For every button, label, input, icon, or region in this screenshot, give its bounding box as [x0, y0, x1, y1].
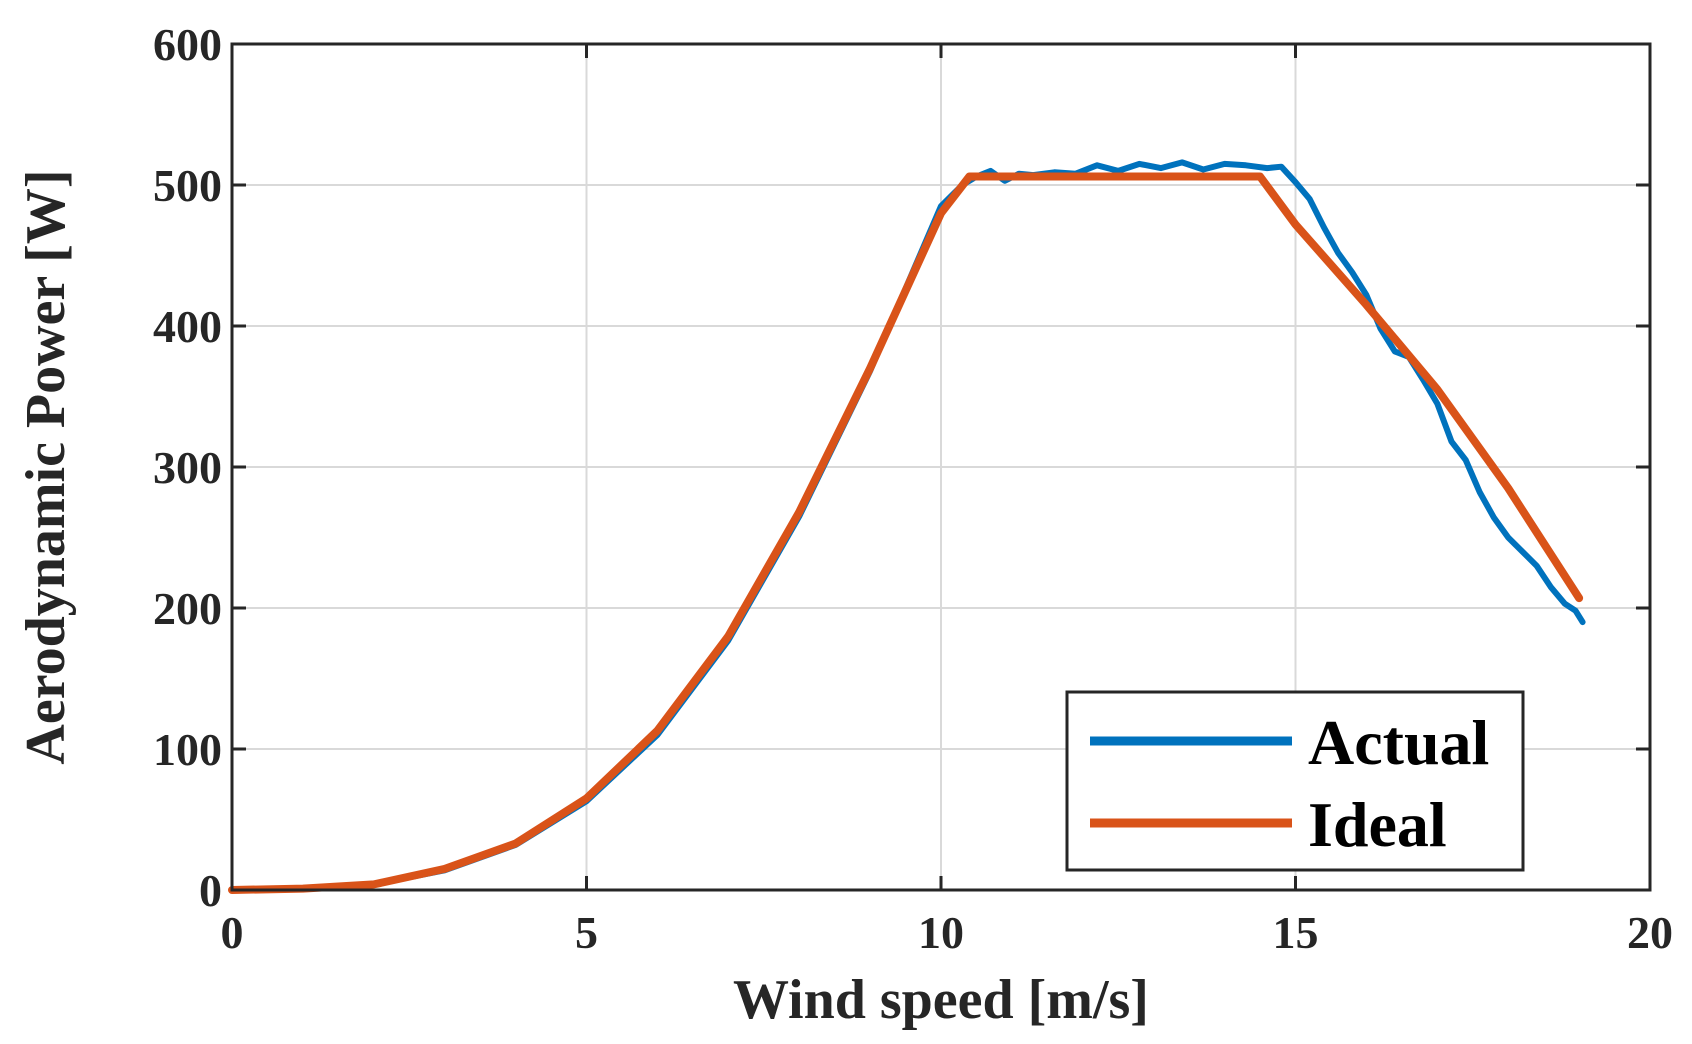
- x-tick-label: 5: [575, 907, 598, 958]
- x-tick-label: 15: [1273, 907, 1319, 958]
- legend-label-ideal: Ideal: [1308, 789, 1447, 860]
- tick-marks: [230, 42, 1652, 892]
- x-tick-label: 10: [918, 907, 964, 958]
- y-tick-label: 200: [153, 583, 222, 634]
- legend-box: [1065, 690, 1525, 872]
- y-tick-label: 0: [199, 865, 222, 916]
- series-lines: [228, 159, 1586, 894]
- y-axis-label: Aerodynamic Power [W]: [15, 169, 77, 764]
- x-axis-label: Wind speed [m/s]: [733, 969, 1149, 1031]
- x-tick-label: 0: [221, 907, 244, 958]
- legend-label-actual: Actual: [1308, 707, 1489, 778]
- y-tick-label: 100: [153, 724, 222, 775]
- y-tick-label: 500: [153, 160, 222, 211]
- y-tick-label: 300: [153, 442, 222, 493]
- y-tick-labels: 0 100 200 300 400 500 600: [153, 19, 222, 916]
- series-line-ideal: [228, 172, 1584, 894]
- x-tick-labels: 0 5 10 15 20: [221, 907, 1674, 958]
- legend: Actual Ideal: [1065, 690, 1525, 872]
- x-tick-label: 20: [1627, 907, 1673, 958]
- y-tick-label: 400: [153, 301, 222, 352]
- y-tick-label: 600: [153, 19, 222, 70]
